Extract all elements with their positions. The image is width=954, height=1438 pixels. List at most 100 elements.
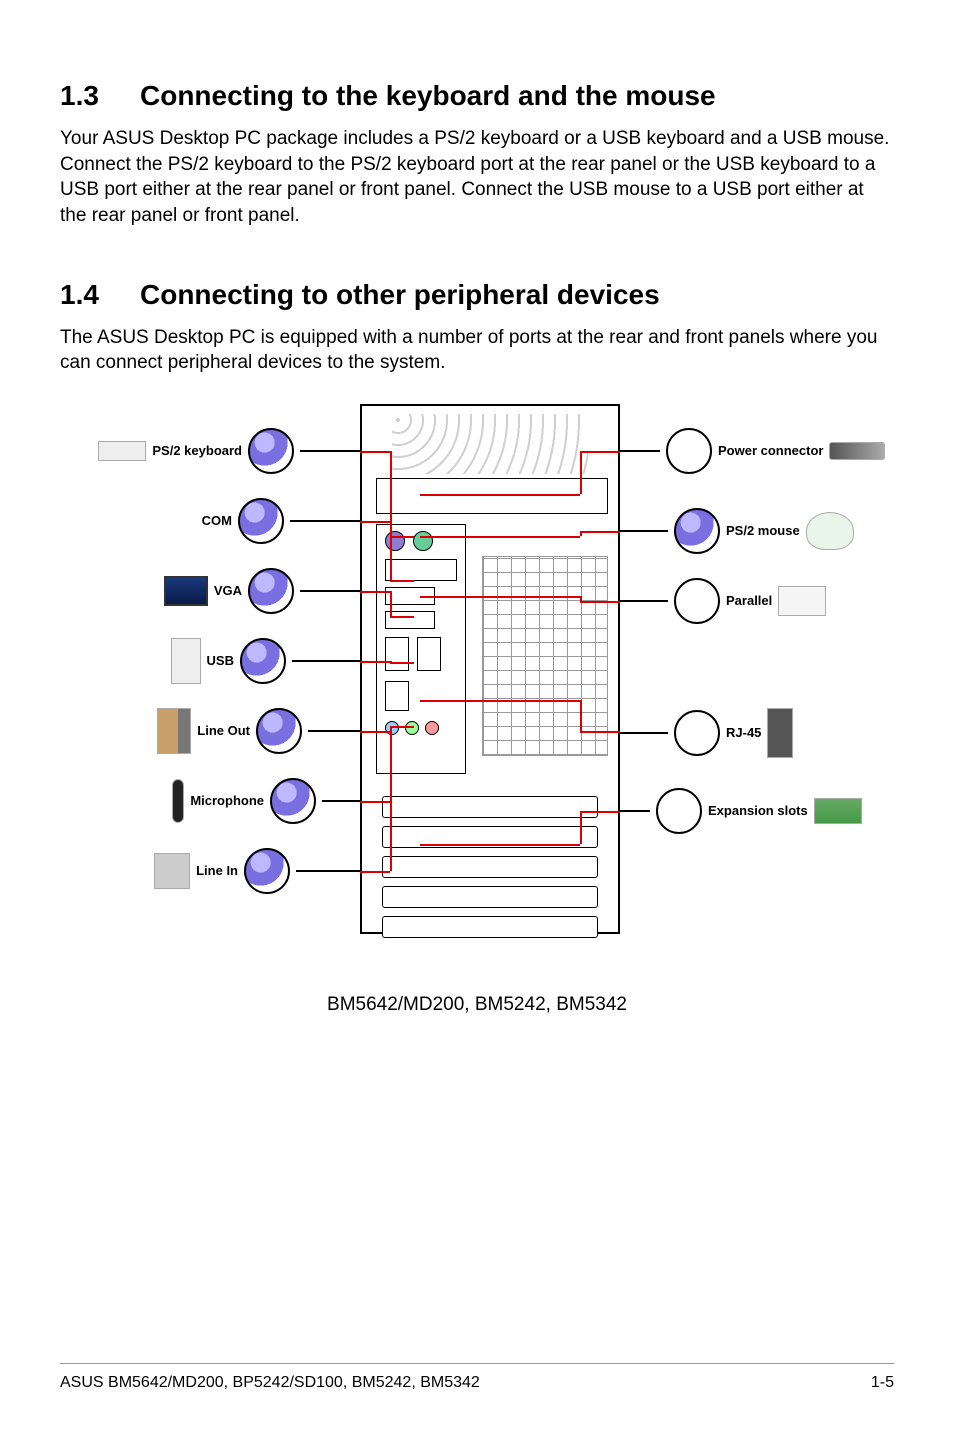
indicator-line <box>390 662 414 664</box>
callout-rj-45: RJ-45 <box>620 708 894 758</box>
device-thumbnail <box>164 576 208 606</box>
indicator-line <box>580 811 582 844</box>
callout-label: Parallel <box>726 593 772 608</box>
port-closeup-icon <box>674 710 720 756</box>
vent-pattern <box>392 414 588 474</box>
footer-left: ASUS BM5642/MD200, BP5242/SD100, BM5242,… <box>60 1374 480 1392</box>
indicator-line <box>390 591 392 616</box>
indicator-line <box>360 591 390 593</box>
section-number: 1.4 <box>60 279 140 311</box>
device-thumbnail <box>98 441 146 461</box>
section-1-3-body: Your ASUS Desktop PC package includes a … <box>60 126 894 229</box>
indicator-line <box>580 451 582 494</box>
indicator-line <box>420 494 580 496</box>
indicator-line <box>390 536 414 538</box>
callout-lead <box>620 810 650 812</box>
callout-label: PS/2 keyboard <box>152 443 242 458</box>
indicator-line <box>580 601 620 603</box>
port-closeup-icon <box>674 578 720 624</box>
rear-panel-diagram: PS/2 keyboardCOMVGAUSBLine OutMicrophone… <box>60 404 894 964</box>
fan-grille <box>482 556 608 756</box>
mic-jack <box>425 721 439 735</box>
indicator-line <box>360 661 390 663</box>
callout-lead <box>620 530 668 532</box>
indicator-line <box>420 700 580 702</box>
callout-microphone: Microphone <box>60 778 360 824</box>
callout-parallel: Parallel <box>620 578 894 624</box>
callout-ps-2-mouse: PS/2 mouse <box>620 508 894 554</box>
section-title: Connecting to the keyboard and the mouse <box>140 80 716 112</box>
usb-stack-2 <box>417 637 441 671</box>
callout-lead <box>620 450 660 452</box>
psu-area <box>376 478 608 514</box>
port-closeup-icon <box>244 848 290 894</box>
indicator-line <box>580 596 582 601</box>
indicator-line <box>580 531 620 533</box>
port-closeup-icon <box>240 638 286 684</box>
device-thumbnail <box>814 798 862 824</box>
callout-line-out: Line Out <box>60 708 360 754</box>
section-title: Connecting to other peripheral devices <box>140 279 660 311</box>
indicator-line <box>420 536 580 538</box>
expansion-slot <box>382 886 598 908</box>
indicator-line <box>360 801 390 803</box>
callout-label: RJ-45 <box>726 725 761 740</box>
usb-stack <box>385 637 409 671</box>
expansion-slot <box>382 796 598 818</box>
device-thumbnail <box>154 853 190 889</box>
indicator-line <box>390 521 392 580</box>
expansion-slot <box>382 856 598 878</box>
parallel-port <box>385 559 457 581</box>
callout-lead <box>296 870 360 872</box>
port-closeup-icon <box>674 508 720 554</box>
device-thumbnail <box>829 442 885 460</box>
section-1-3-heading: 1.3 Connecting to the keyboard and the m… <box>60 80 894 112</box>
indicator-line <box>360 871 390 873</box>
lineout-jack <box>405 721 419 735</box>
port-closeup-icon <box>666 428 712 474</box>
ps2-kb-port <box>385 531 405 551</box>
diagram-caption: BM5642/MD200, BM5242, BM5342 <box>60 994 894 1016</box>
callout-lead <box>620 732 668 734</box>
callout-lead <box>300 450 360 452</box>
indicator-line <box>580 451 620 453</box>
port-closeup-icon <box>270 778 316 824</box>
callout-label: VGA <box>214 583 242 598</box>
callout-label: Microphone <box>190 793 264 808</box>
callout-label: Line In <box>196 863 238 878</box>
port-closeup-icon <box>256 708 302 754</box>
callout-label: Line Out <box>197 723 250 738</box>
indicator-line <box>580 811 620 813</box>
port-closeup-icon <box>248 428 294 474</box>
port-closeup-icon <box>238 498 284 544</box>
callout-label: COM <box>202 513 232 528</box>
callout-lead <box>290 520 360 522</box>
port-closeup-icon <box>656 788 702 834</box>
indicator-line <box>420 596 580 598</box>
indicator-line <box>390 726 414 728</box>
callout-com: COM <box>60 498 360 544</box>
footer-right: 1-5 <box>871 1374 894 1392</box>
callout-lead <box>322 800 360 802</box>
callout-line-in: Line In <box>60 848 360 894</box>
callout-lead <box>308 730 360 732</box>
indicator-line <box>580 700 582 731</box>
expansion-slot <box>382 916 598 938</box>
callout-expansion-slots: Expansion slots <box>620 788 894 834</box>
callout-lead <box>292 660 360 662</box>
indicator-line <box>360 451 390 453</box>
callout-lead <box>620 600 668 602</box>
callout-lead <box>300 590 360 592</box>
device-thumbnail <box>172 779 184 823</box>
indicator-line <box>420 844 580 846</box>
section-1-4-body: The ASUS Desktop PC is equipped with a n… <box>60 325 894 376</box>
rj45-port <box>385 681 409 711</box>
indicator-line <box>360 521 390 523</box>
callout-label: Power connector <box>718 443 823 458</box>
callout-power-connector: Power connector <box>620 428 894 474</box>
page-footer: ASUS BM5642/MD200, BP5242/SD100, BM5242,… <box>60 1363 894 1392</box>
callout-label: Expansion slots <box>708 803 808 818</box>
indicator-line <box>580 531 582 536</box>
device-thumbnail <box>171 638 201 684</box>
indicator-line <box>360 731 390 733</box>
